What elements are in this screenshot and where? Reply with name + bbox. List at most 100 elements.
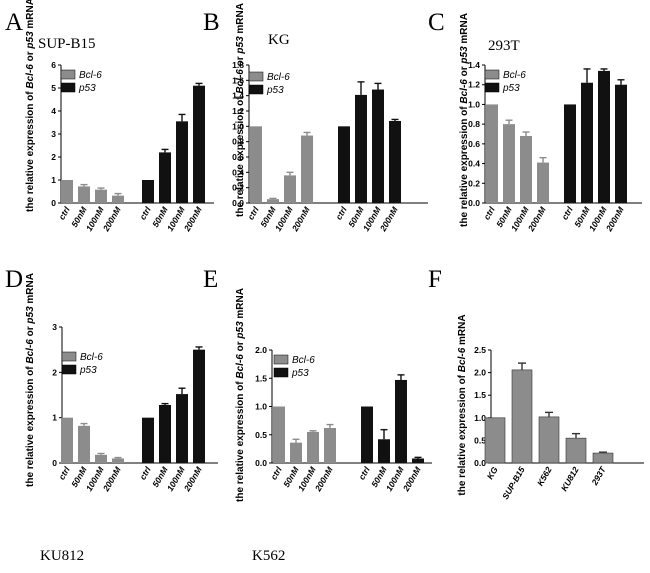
panel-e: E K562 the relative expression of Bcl-6 or… (203, 266, 432, 564)
x-tick-label: KU812 (559, 465, 581, 493)
y-tick-label: 0 (52, 458, 57, 468)
p53-bar (176, 394, 188, 463)
bcl6-bar (484, 417, 506, 464)
y-tick-label: 5 (51, 83, 56, 93)
y-axis-label-part: the relative expression of (457, 372, 468, 495)
bcl6-bar (95, 454, 107, 463)
x-tick-label: ctrl (137, 204, 153, 221)
p53-bar (193, 349, 205, 463)
legend-label: p53 (502, 83, 520, 94)
legend-label: p53 (79, 365, 97, 376)
x-tick-label: ctrl (56, 204, 72, 221)
y-tick-label: 1 (52, 413, 57, 423)
bcl6-bar (520, 135, 532, 203)
x-tick-label: 200nM (100, 204, 123, 234)
y-tick-label: 2.0 (255, 345, 267, 355)
panel-label: C (428, 9, 445, 36)
x-tick-label: K562 (535, 465, 554, 488)
x-tick-label: 200nM (525, 204, 548, 234)
legend-swatch-bcl6 (248, 71, 264, 82)
y-tick-label: 2 (52, 367, 57, 377)
y-axis-label-part: Bcl-6 (25, 64, 36, 89)
y-tick-label: 3 (52, 322, 57, 332)
panel-label: F (428, 266, 442, 293)
bcl6-bar (565, 437, 587, 464)
y-tick-label: 6 (51, 60, 56, 70)
legend-label: Bcl-6 (292, 355, 315, 366)
y-axis-label: the relative expression of Bcl-6 or p53 … (25, 0, 36, 212)
legend-swatch-p53 (61, 364, 77, 375)
bcl6-bar (592, 452, 614, 464)
x-tick-label: ctrl (56, 464, 72, 481)
p53-bar (355, 94, 367, 203)
cell-line-title: KU812 (40, 548, 84, 564)
p53-bar (581, 82, 593, 203)
bcl6-bar (112, 195, 124, 203)
p53-bar (142, 180, 154, 203)
panel-label: B (203, 9, 220, 36)
x-tick-label: ctrl (137, 464, 153, 481)
x-tick-label: ctrl (268, 464, 284, 481)
y-axis-label-part: or (25, 49, 36, 65)
x-tick-label: ctrl (333, 204, 349, 221)
bcl6-bar (284, 175, 296, 203)
y-axis-label: the relative expression of Bcl-6 mRNA (457, 314, 468, 495)
x-tick-label: ctrl (481, 204, 497, 221)
bcl6-bar (78, 425, 90, 463)
y-axis-label-part: mRNA (25, 273, 36, 306)
y-axis-label-part: or (235, 339, 246, 355)
bcl6-bar (78, 186, 90, 203)
x-tick-label: 200nM (289, 204, 312, 234)
panel-label: A (5, 9, 23, 36)
y-tick-label: 1.0 (255, 402, 267, 412)
bcl6-bar (95, 189, 107, 203)
y-tick-label: 1.2 (468, 80, 480, 90)
panel-c: C 293T the relative expression of Bcl-6 or… (428, 9, 642, 234)
legend-label: Bcl-6 (79, 70, 102, 81)
x-tick-label: 200nM (400, 464, 423, 494)
y-axis-label-part: or (235, 54, 246, 70)
legend-label: p53 (78, 83, 96, 94)
y-axis-label-part: mRNA (235, 3, 246, 36)
p53-bar (142, 417, 154, 463)
legend-swatch-bcl6 (273, 354, 289, 365)
legend-swatch-p53 (484, 82, 500, 93)
y-tick-label: 1.6 (232, 75, 244, 85)
y-axis-label-part: p53 (25, 31, 36, 50)
y-axis-label: the relative expression of Bcl-6 or p53 … (235, 288, 246, 502)
y-tick-label: 0.4 (468, 159, 480, 169)
p53-bar (372, 89, 384, 203)
x-tick-label: 293T (589, 464, 608, 487)
y-axis-label-part: mRNA (235, 288, 246, 321)
y-axis-label-part: Bcl-6 (235, 354, 246, 379)
y-tick-label: 1.4 (232, 91, 244, 101)
p53-bar (176, 121, 188, 203)
p53-bar (338, 126, 350, 203)
bcl6-bar (503, 124, 515, 203)
p53-bar (361, 406, 373, 463)
p53-bar (159, 404, 171, 463)
cell-line-title: 293T (488, 38, 520, 54)
y-tick-label: 1.5 (474, 390, 486, 400)
y-axis-label-part: mRNA (457, 314, 468, 347)
y-axis-label-part: the relative expression of (459, 104, 470, 227)
legend-swatch-bcl6 (484, 69, 500, 80)
y-axis-label-part: Bcl-6 (235, 69, 246, 94)
y-tick-label: 4 (51, 106, 56, 116)
y-tick-label: 1.0 (468, 99, 480, 109)
cell-line-title: SUP-B15 (38, 36, 96, 52)
panel-d: D KU812 the relative expression of Bcl-6 o… (5, 266, 218, 564)
legend-label: p53 (266, 85, 284, 96)
bcl6-bar (307, 431, 319, 463)
bcl6-bar (290, 442, 302, 463)
y-axis-label-part: or (25, 324, 36, 340)
y-tick-label: 1.4 (468, 60, 480, 70)
y-tick-label: 2 (51, 152, 56, 162)
y-axis-label: the relative expression of Bcl-6 or p53 … (459, 13, 470, 227)
y-tick-label: 1.0 (232, 121, 244, 131)
p53-bar (412, 458, 424, 463)
x-tick-label: ctrl (356, 464, 372, 481)
y-axis-label-part: the relative expression of (25, 89, 36, 212)
y-tick-label: 1.8 (232, 60, 244, 70)
